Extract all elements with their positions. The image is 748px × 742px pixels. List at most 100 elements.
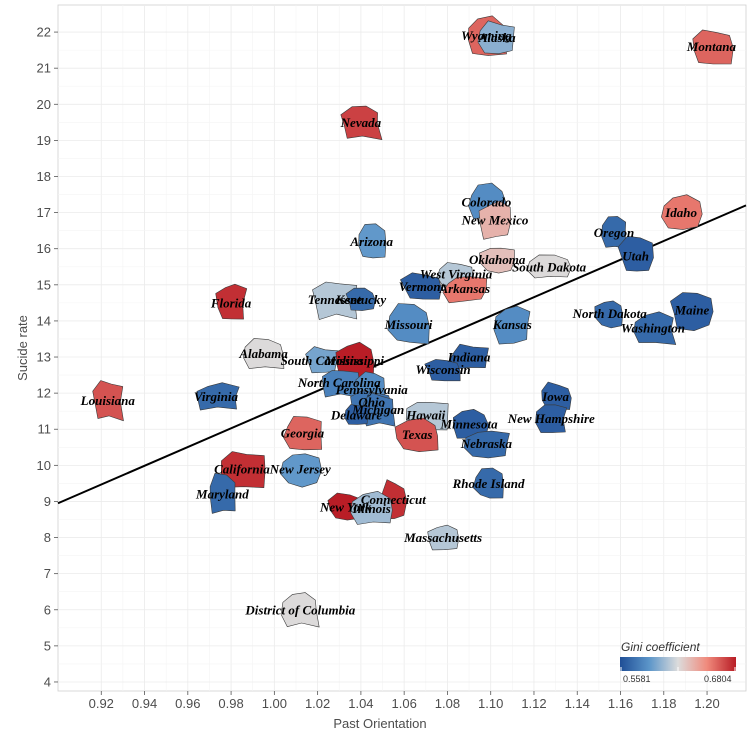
- state-shape-florida: [215, 283, 248, 320]
- state-label-minnesota: Minnesota: [440, 416, 499, 431]
- state-label-california: California: [214, 461, 270, 476]
- state-label-arkansas: Arkansas: [438, 281, 490, 296]
- state-label-georgia: Georgia: [281, 425, 325, 440]
- state-label-virginia: Virginia: [194, 389, 239, 404]
- state-label-montana: Montana: [686, 39, 737, 54]
- state-label-florida: Florida: [210, 295, 252, 310]
- legend-max-label: 0.6804: [704, 674, 732, 684]
- state-shape-vermont: [400, 272, 442, 300]
- state-shape-michigan: [361, 391, 396, 427]
- state-shape-indiana: [449, 343, 489, 369]
- x-tick-label: 1.16: [608, 696, 633, 711]
- x-tick-label: 1.00: [262, 696, 287, 711]
- x-tick-label: 1.12: [521, 696, 546, 711]
- state-shape-rhode-island: [472, 467, 504, 499]
- state-label-hawaii: Hawaii: [405, 407, 445, 422]
- state-label-west-virginia: West Virginia: [420, 266, 493, 281]
- y-tick-label: 6: [44, 602, 51, 617]
- y-tick-label: 8: [44, 530, 51, 545]
- state-label-alabama: Alabama: [238, 346, 288, 361]
- y-tick-label: 7: [44, 566, 51, 581]
- y-axis-title: Sucide rate: [15, 315, 30, 381]
- state-label-wisconsin: Wisconsin: [416, 362, 471, 377]
- state-label-kansas: Kansas: [492, 317, 532, 332]
- x-tick-label: 1.14: [565, 696, 590, 711]
- state-shape-georgia: [283, 416, 323, 451]
- state-shape-massachusetts: [427, 524, 460, 551]
- state-shape-montana: [692, 29, 734, 65]
- state-shape-wisconsin: [424, 359, 461, 382]
- x-tick-label: 0.98: [218, 696, 243, 711]
- state-label-kentucky: Kentucky: [335, 292, 387, 307]
- x-tick-label: 1.06: [392, 696, 417, 711]
- state-label-indiana: Indiana: [447, 350, 491, 365]
- y-tick-label: 18: [37, 169, 51, 184]
- state-label-new-jersey: New Jersey: [269, 461, 331, 476]
- y-tick-label: 12: [37, 386, 51, 401]
- state-shape-delaware: [344, 404, 371, 425]
- x-tick-label: 1.10: [478, 696, 503, 711]
- state-label-michigan: Michigan: [351, 402, 404, 417]
- state-shape-illinois: [350, 490, 393, 525]
- state-label-texas: Texas: [402, 427, 433, 442]
- state-label-district-of-columbia: District of Columbia: [244, 602, 355, 617]
- state-shape-south-dakota: [526, 254, 572, 279]
- x-tick-label: 1.02: [305, 696, 330, 711]
- state-shape-district-of-columbia: [280, 592, 320, 628]
- y-tick-label: 10: [37, 458, 51, 473]
- state-label-north-dakota: North Dakota: [572, 306, 648, 321]
- state-label-delaware: Delaware: [330, 407, 383, 422]
- state-label-new-mexico: New Mexico: [461, 212, 529, 227]
- state-label-louisiana: Louisiana: [80, 393, 136, 408]
- y-tick-label: 22: [37, 25, 51, 40]
- x-axis-ticks: 0.92 0.94 0.96 0.98 1.00 1.02 1.04 1.06 1.08 1.10…: [89, 691, 720, 711]
- plot-panel: [57, 4, 747, 692]
- y-tick-label: 19: [37, 133, 51, 148]
- state-shape-nebraska: [463, 430, 510, 459]
- state-shapes: [92, 15, 734, 628]
- x-tick-label: 0.92: [89, 696, 114, 711]
- state-shape-washington: [633, 311, 677, 345]
- state-shape-alabama: [243, 338, 285, 369]
- y-tick-label: 5: [44, 638, 51, 653]
- state-label-wyoming: Wyoming: [461, 28, 512, 43]
- state-shape-arkansas: [442, 276, 488, 304]
- state-label-colorado: Colorado: [461, 194, 511, 209]
- state-shape-alaska: [477, 20, 515, 55]
- state-shape-new-mexico: [478, 200, 512, 240]
- state-shape-oregon: [601, 216, 627, 249]
- state-label-nebraska: Nebraska: [460, 436, 513, 451]
- state-label-new-york: New York: [319, 499, 372, 514]
- state-label-rhode-island: Rhode Island: [452, 476, 525, 491]
- state-label-nevada: Nevada: [340, 115, 382, 130]
- x-tick-label: 1.20: [694, 696, 719, 711]
- state-label-tennessee: Tennessee: [308, 292, 363, 307]
- y-tick-label: 13: [37, 350, 51, 365]
- state-shape-new-jersey: [279, 453, 323, 488]
- y-axis-ticks: 4 5 6 7 8 9 10 11 12 13 14 15 16 17 18 19 20 21 22: [37, 25, 58, 689]
- y-tick-label: 14: [37, 313, 51, 328]
- state-label-massachusetts: Massachusetts: [403, 530, 482, 545]
- state-shape-idaho: [661, 194, 703, 230]
- state-label-vermont: Vermont: [399, 279, 445, 294]
- state-label-maine: Maine: [674, 303, 710, 318]
- state-label-maryland: Maryland: [195, 487, 249, 502]
- state-shape-oklahoma: [479, 247, 515, 274]
- state-label-pennsylvania: Pennsylvania: [336, 382, 409, 397]
- state-shape-missouri: [387, 303, 430, 345]
- y-tick-label: 17: [37, 205, 51, 220]
- x-axis-title: Past Orientation: [333, 716, 426, 731]
- y-tick-label: 11: [38, 422, 52, 437]
- state-label-south-carolina: South Carolina: [281, 353, 364, 368]
- state-shape-minnesota: [452, 408, 489, 439]
- y-tick-label: 9: [44, 494, 51, 509]
- state-label-missouri: Missouri: [384, 317, 433, 332]
- y-tick-label: 15: [37, 277, 51, 292]
- state-shape-nevada: [340, 105, 383, 140]
- state-label-alaska: Alaska: [478, 30, 516, 45]
- x-tick-label: 1.18: [651, 696, 676, 711]
- state-label-connecticut: Connecticut: [361, 492, 426, 507]
- state-shape-maine: [670, 292, 714, 332]
- state-shape-north-dakota: [594, 300, 624, 329]
